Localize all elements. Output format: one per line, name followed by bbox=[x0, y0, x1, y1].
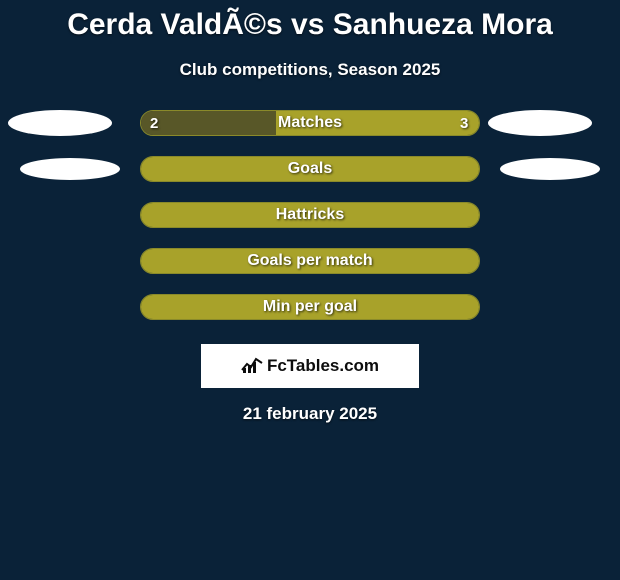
chart-date: 21 february 2025 bbox=[0, 404, 620, 424]
player-left-marker bbox=[8, 110, 112, 136]
player-left-marker bbox=[20, 158, 120, 180]
player-right-marker bbox=[500, 158, 600, 180]
source-badge: FcTables.com bbox=[201, 344, 419, 388]
stat-bar bbox=[140, 110, 480, 136]
stat-row: Goals per match bbox=[0, 238, 620, 284]
player-right-marker bbox=[488, 110, 592, 136]
page-title: Cerda ValdÃ©s vs Sanhueza Mora bbox=[0, 0, 620, 42]
stat-bar bbox=[140, 294, 480, 320]
stat-bar-left-fill bbox=[141, 111, 276, 135]
stat-bar-right-fill bbox=[141, 203, 479, 227]
stat-row: Goals bbox=[0, 146, 620, 192]
stat-bar-right-fill bbox=[141, 295, 479, 319]
subtitle: Club competitions, Season 2025 bbox=[0, 60, 620, 80]
stat-bar bbox=[140, 156, 480, 182]
stat-row: Matches23 bbox=[0, 100, 620, 146]
stat-bar-right-fill bbox=[276, 111, 479, 135]
stat-bar-right-fill bbox=[141, 249, 479, 273]
stat-bar bbox=[140, 248, 480, 274]
stat-bar bbox=[140, 202, 480, 228]
fctables-logo-icon bbox=[241, 355, 263, 378]
badge-text: FcTables.com bbox=[267, 356, 379, 376]
stat-row: Min per goal bbox=[0, 284, 620, 330]
stat-bar-right-fill bbox=[141, 157, 479, 181]
comparison-chart: Matches23GoalsHattricksGoals per matchMi… bbox=[0, 100, 620, 330]
stat-row: Hattricks bbox=[0, 192, 620, 238]
